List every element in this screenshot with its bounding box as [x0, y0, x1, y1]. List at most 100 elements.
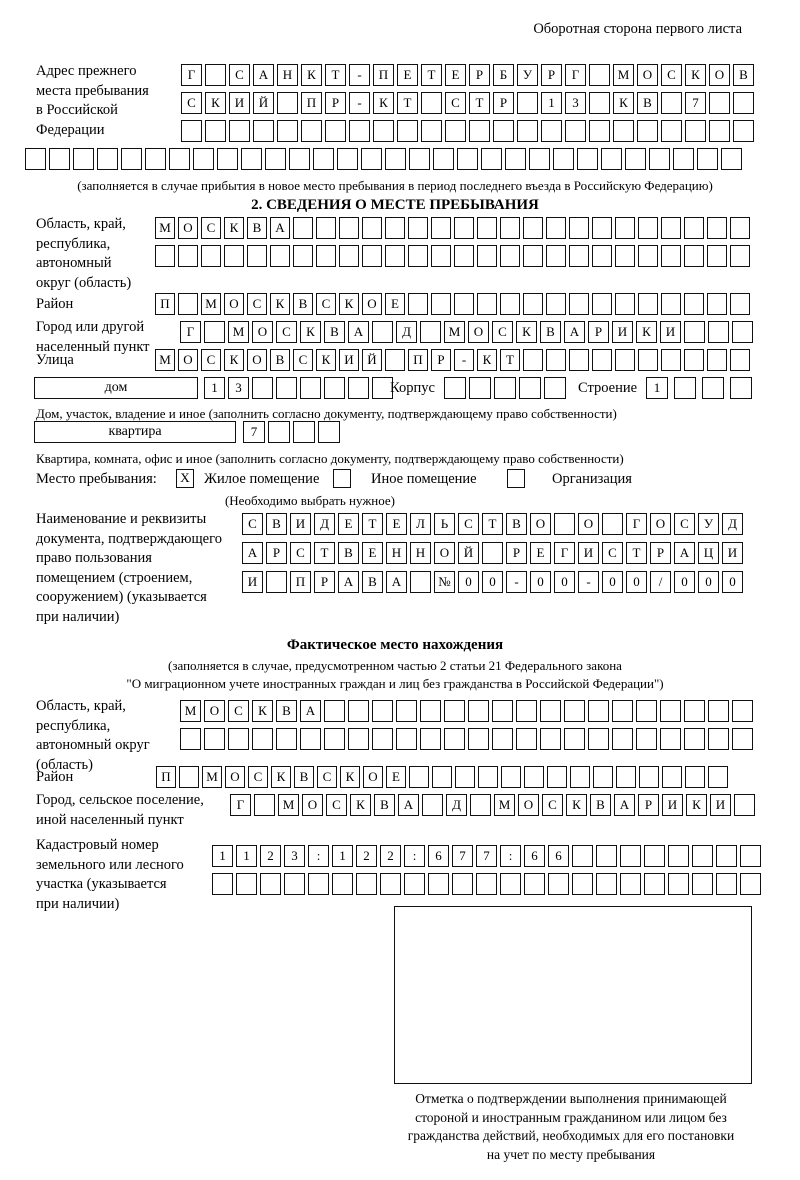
char-box[interactable]: 2 — [380, 845, 401, 867]
cadastral-row-2[interactable] — [212, 873, 761, 895]
char-box[interactable]: С — [228, 700, 249, 722]
char-box[interactable]: О — [247, 349, 267, 371]
char-box[interactable] — [639, 766, 659, 788]
char-box[interactable]: И — [229, 92, 250, 114]
char-box[interactable]: Й — [458, 542, 479, 564]
char-box[interactable]: С — [445, 92, 466, 114]
char-box[interactable] — [707, 245, 727, 267]
char-box[interactable] — [482, 542, 503, 564]
char-box[interactable]: Т — [397, 92, 418, 114]
char-box[interactable] — [636, 728, 657, 750]
char-box[interactable]: А — [242, 542, 263, 564]
char-box[interactable] — [692, 873, 713, 895]
char-box[interactable] — [469, 377, 491, 399]
char-box[interactable] — [540, 728, 561, 750]
char-box[interactable] — [500, 245, 520, 267]
char-box[interactable]: О — [530, 513, 551, 535]
char-box[interactable] — [707, 293, 727, 315]
char-box[interactable] — [592, 217, 612, 239]
char-box[interactable] — [730, 293, 750, 315]
char-box[interactable] — [266, 571, 287, 593]
char-box[interactable]: 0 — [722, 571, 743, 593]
char-box[interactable] — [620, 873, 641, 895]
char-box[interactable] — [620, 845, 641, 867]
char-box[interactable] — [204, 321, 225, 343]
char-box[interactable] — [638, 217, 658, 239]
char-box[interactable]: О — [302, 794, 323, 816]
char-box[interactable] — [380, 873, 401, 895]
char-box[interactable] — [454, 217, 474, 239]
char-box[interactable] — [481, 148, 502, 170]
char-box[interactable]: О — [362, 293, 382, 315]
char-box[interactable] — [421, 120, 442, 142]
char-box[interactable]: - — [349, 64, 370, 86]
char-box[interactable] — [396, 700, 417, 722]
char-box[interactable] — [372, 728, 393, 750]
char-box[interactable] — [733, 92, 754, 114]
char-box[interactable]: В — [270, 349, 290, 371]
char-box[interactable]: В — [733, 64, 754, 86]
char-box[interactable]: А — [674, 542, 695, 564]
char-box[interactable]: С — [248, 766, 268, 788]
char-box[interactable] — [569, 349, 589, 371]
char-box[interactable]: К — [685, 64, 706, 86]
char-box[interactable]: М — [180, 700, 201, 722]
char-box[interactable] — [721, 148, 742, 170]
char-box[interactable]: Д — [314, 513, 335, 535]
char-box[interactable] — [707, 217, 727, 239]
char-box[interactable] — [707, 349, 727, 371]
char-box[interactable] — [337, 148, 358, 170]
char-box[interactable]: Н — [277, 64, 298, 86]
char-box[interactable] — [588, 728, 609, 750]
char-box[interactable]: С — [542, 794, 563, 816]
char-box[interactable]: Р — [650, 542, 671, 564]
char-box[interactable]: К — [566, 794, 587, 816]
char-box[interactable]: Р — [325, 92, 346, 114]
char-box[interactable]: Р — [314, 571, 335, 593]
char-box[interactable] — [505, 148, 526, 170]
char-box[interactable]: А — [398, 794, 419, 816]
char-box[interactable] — [709, 92, 730, 114]
char-box[interactable] — [431, 293, 451, 315]
char-box[interactable]: Е — [530, 542, 551, 564]
char-box[interactable] — [409, 766, 429, 788]
char-box[interactable]: 7 — [685, 92, 706, 114]
char-box[interactable] — [431, 217, 451, 239]
char-box[interactable]: С — [316, 293, 336, 315]
char-box[interactable] — [661, 120, 682, 142]
char-box[interactable]: 3 — [565, 92, 586, 114]
char-box[interactable] — [523, 293, 543, 315]
char-box[interactable]: Д — [722, 513, 743, 535]
char-box[interactable] — [554, 513, 575, 535]
char-box[interactable]: № — [434, 571, 455, 593]
char-box[interactable]: 7 — [243, 421, 265, 443]
char-box[interactable]: 6 — [524, 845, 545, 867]
char-box[interactable] — [276, 728, 297, 750]
char-box[interactable] — [730, 217, 750, 239]
char-box[interactable]: М — [201, 293, 221, 315]
char-box[interactable]: В — [276, 700, 297, 722]
char-box[interactable] — [644, 873, 665, 895]
char-box[interactable] — [734, 794, 755, 816]
stay-type-checkbox-other-premises[interactable] — [333, 469, 351, 488]
char-box[interactable] — [468, 728, 489, 750]
char-box[interactable] — [589, 92, 610, 114]
char-box[interactable] — [732, 700, 753, 722]
char-box[interactable]: 0 — [458, 571, 479, 593]
char-box[interactable]: Г — [626, 513, 647, 535]
char-box[interactable] — [339, 217, 359, 239]
char-box[interactable] — [732, 321, 753, 343]
char-box[interactable] — [519, 377, 541, 399]
char-box[interactable]: 1 — [212, 845, 233, 867]
char-box[interactable]: К — [636, 321, 657, 343]
char-box[interactable]: Е — [445, 64, 466, 86]
char-box[interactable] — [408, 293, 428, 315]
char-box[interactable] — [422, 794, 443, 816]
char-box[interactable]: Г — [554, 542, 575, 564]
char-box[interactable]: С — [317, 766, 337, 788]
char-box[interactable]: А — [348, 321, 369, 343]
char-box[interactable] — [362, 217, 382, 239]
char-box[interactable] — [523, 349, 543, 371]
char-box[interactable]: Й — [253, 92, 274, 114]
char-box[interactable] — [178, 245, 198, 267]
